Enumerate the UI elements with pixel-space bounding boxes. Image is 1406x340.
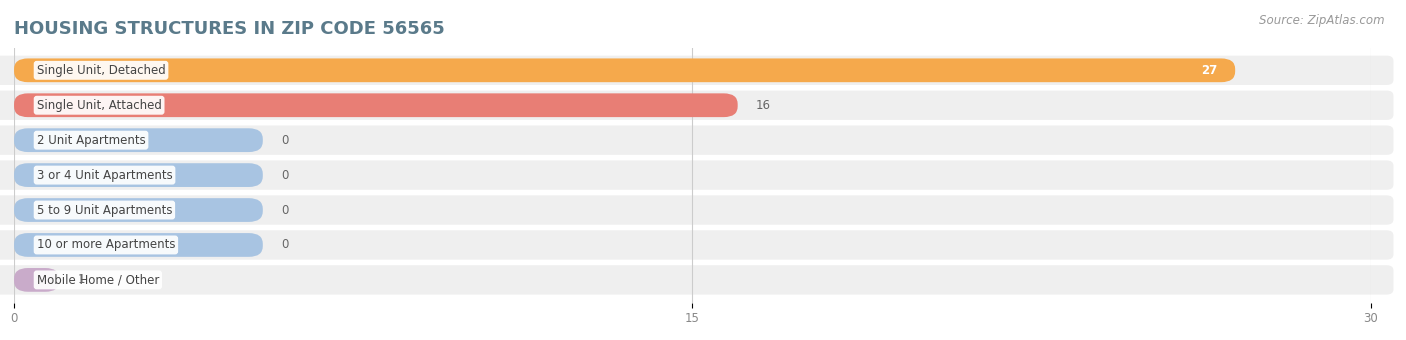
FancyBboxPatch shape [0,265,1393,294]
Text: 0: 0 [281,169,288,182]
FancyBboxPatch shape [14,233,263,257]
Text: 16: 16 [756,99,770,112]
FancyBboxPatch shape [14,198,263,222]
Text: 0: 0 [281,204,288,217]
FancyBboxPatch shape [0,90,1393,120]
FancyBboxPatch shape [14,58,1234,82]
FancyBboxPatch shape [0,230,1393,260]
FancyBboxPatch shape [0,56,1393,85]
Text: 0: 0 [281,238,288,252]
Text: Single Unit, Attached: Single Unit, Attached [37,99,162,112]
Text: HOUSING STRUCTURES IN ZIP CODE 56565: HOUSING STRUCTURES IN ZIP CODE 56565 [14,20,444,38]
FancyBboxPatch shape [14,128,263,152]
Text: 10 or more Apartments: 10 or more Apartments [37,238,176,252]
FancyBboxPatch shape [0,125,1393,155]
FancyBboxPatch shape [14,268,59,292]
Text: 3 or 4 Unit Apartments: 3 or 4 Unit Apartments [37,169,173,182]
Text: Mobile Home / Other: Mobile Home / Other [37,273,159,286]
Text: Single Unit, Detached: Single Unit, Detached [37,64,166,77]
FancyBboxPatch shape [0,160,1393,190]
FancyBboxPatch shape [0,195,1393,225]
Text: 1: 1 [77,273,84,286]
Text: 5 to 9 Unit Apartments: 5 to 9 Unit Apartments [37,204,172,217]
Text: Source: ZipAtlas.com: Source: ZipAtlas.com [1260,14,1385,27]
Text: 27: 27 [1201,64,1218,77]
FancyBboxPatch shape [14,94,738,117]
Text: 0: 0 [281,134,288,147]
FancyBboxPatch shape [14,163,263,187]
Text: 2 Unit Apartments: 2 Unit Apartments [37,134,145,147]
